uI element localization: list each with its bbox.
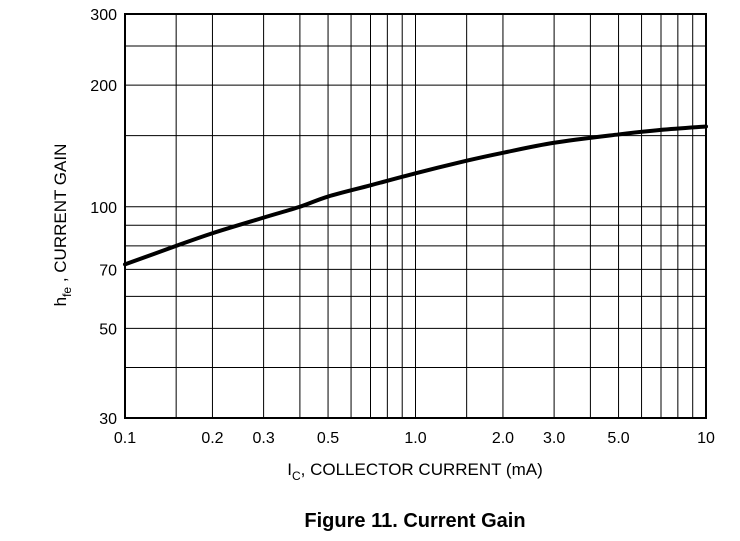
x-tick-label-2: 0.3: [252, 430, 274, 447]
x-axis-label: IC, COLLECTOR CURRENT (mA): [287, 460, 543, 483]
x-gridlines: [124, 14, 707, 418]
x-tick-label-6: 3.0: [543, 430, 565, 447]
x-tick-label-4: 1.0: [404, 430, 426, 447]
y-tick-label-3: 100: [90, 200, 117, 217]
x-tick-labels: 0.1 0.2 0.3 0.5 1.0 2.0 3.0 5.0 10: [114, 430, 715, 447]
y-tick-label-2: 70: [99, 262, 117, 279]
series-layer: [123, 124, 708, 267]
plot-frame: [124, 13, 707, 419]
y-tick-labels: 30 50 70 100 200 300: [90, 7, 117, 428]
hfe-curve-0: [123, 124, 708, 267]
x-tick-label-1: 0.2: [201, 430, 223, 447]
y-tick-label-1: 50: [99, 321, 117, 338]
x-tick-label-7: 5.0: [607, 430, 629, 447]
y-tick-label-0: 30: [99, 411, 117, 428]
x-tick-label-0: 0.1: [114, 430, 136, 447]
figure-caption: Figure 11. Current Gain: [304, 510, 525, 532]
x-tick-label-8: 10: [697, 430, 715, 447]
y-axis-label: hfe , CURRENT GAIN: [51, 144, 74, 307]
y-tick-label-4: 200: [90, 78, 117, 95]
x-tick-label-3: 0.5: [317, 430, 339, 447]
x-tick-label-5: 2.0: [492, 430, 514, 447]
y-tick-label-5: 300: [90, 7, 117, 24]
